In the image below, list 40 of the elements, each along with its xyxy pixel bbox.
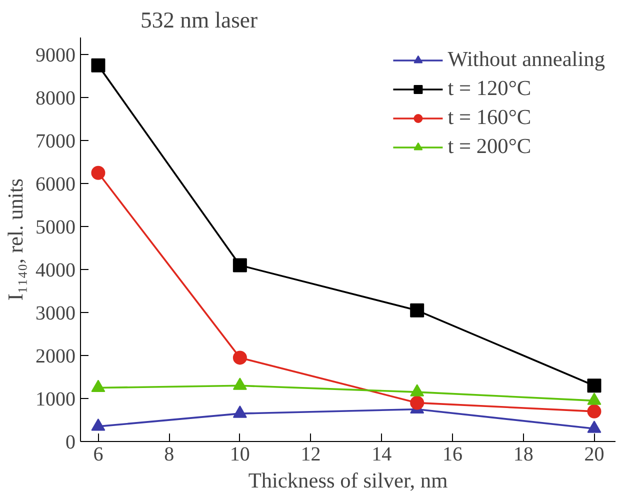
point [232,350,247,365]
legend-label: t = 160°C [448,105,532,130]
x-tick-label: 16 [442,444,463,466]
y-tick-label: 8000 [36,88,76,110]
x-axis-title: Thickness of silver, nm [248,468,448,492]
y-tick-label: 5000 [36,216,76,239]
point [587,404,602,418]
point [410,396,424,410]
legend-label: Without annealing [448,47,605,72]
point [91,166,106,180]
chart-title: 532 nm laser [140,8,258,32]
point [587,378,602,393]
y-tick-label: 9000 [36,44,76,67]
y-tick-label: 6000 [36,174,76,196]
point [91,418,106,431]
point [232,406,247,418]
point [410,303,424,318]
x-tick-label: 10 [230,444,250,466]
legend-label: t = 200°C [448,134,532,159]
x-tick-label: 6 [93,444,104,466]
x-tick-label: 18 [513,444,534,466]
y-tick-label: 0 [66,432,76,454]
point [91,380,106,392]
point [232,258,247,272]
point [587,420,602,433]
x-tick-label: 20 [584,444,604,466]
y-tick-label: 7000 [36,130,76,153]
y-tick-label: 3000 [36,302,76,325]
y-tick-label: 2000 [36,346,76,368]
y-tick-label: 4000 [36,260,76,282]
y-tick-label: 1000 [36,388,76,411]
y-axis-title: I₁₁₄₀, rel. units [4,178,28,301]
point [232,378,247,390]
x-tick-label: 12 [300,444,321,466]
point [410,384,424,396]
point [91,58,106,72]
x-tick-label: 14 [372,444,392,466]
legend-label: t = 120°C [448,76,532,101]
x-tick-label: 8 [164,444,174,466]
point [587,392,602,405]
